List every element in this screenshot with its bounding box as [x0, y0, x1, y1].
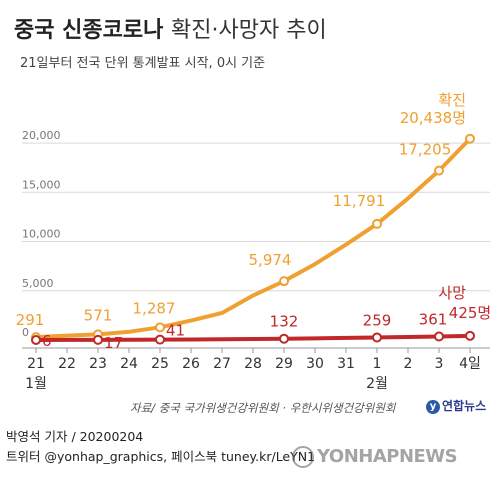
data-point — [434, 331, 444, 342]
x-tick-label: 23 — [89, 356, 107, 372]
data-point — [465, 330, 475, 341]
y-tick-label: 5,000 — [22, 277, 54, 290]
data-label: 5,974 — [249, 251, 292, 269]
x-tick-label: 1 — [373, 356, 382, 372]
title-main: 중국 신종코로나 — [14, 18, 164, 43]
x-tick-label: 25 — [151, 356, 169, 372]
x-tick-label: 24 — [120, 356, 138, 372]
month-label: 1월 — [25, 376, 47, 392]
x-tick-label: 26 — [182, 356, 200, 372]
series-line-confirmed — [34, 136, 472, 340]
data-label: 20,438명 — [400, 109, 466, 127]
month-label: 2월 — [366, 376, 388, 392]
data-label: 17 — [104, 334, 123, 352]
data-label: 6 — [42, 332, 52, 350]
x-tick-label: 22 — [58, 356, 76, 372]
x-tick-label: 27 — [213, 356, 231, 372]
x-tick-label: 28 — [244, 356, 262, 372]
series-line-deaths — [34, 333, 472, 342]
data-label: 425명 — [449, 304, 491, 322]
y-tick-label: 20,000 — [22, 129, 61, 142]
source-note: 자료/ 중국 국가위생건강위원회 · 우한시위생건강위원회 — [130, 401, 396, 415]
watermark-text: YONHAPNEWS — [317, 446, 458, 467]
data-point — [372, 218, 382, 229]
legend-label: 사망 — [438, 284, 466, 302]
x-tick-label: 29 — [275, 356, 293, 372]
data-point — [279, 333, 289, 344]
data-point — [93, 334, 103, 345]
data-label: 1,287 — [133, 299, 176, 317]
page-title: 중국 신종코로나 확진·사망자 추이 — [14, 12, 327, 44]
data-point — [434, 165, 444, 176]
y-axis: 0 5,000 10,000 15,000 20,000 — [22, 129, 61, 339]
legend-label: 확진 — [438, 91, 466, 109]
x-tick-label: 31 — [337, 356, 355, 372]
data-point — [372, 332, 382, 343]
title-sub: 확진·사망자 추이 — [171, 18, 327, 43]
x-tick-label: 3 — [435, 356, 444, 372]
y-tick-label: 0 — [22, 326, 29, 339]
data-point — [279, 276, 289, 287]
x-tick-label: 2 — [404, 356, 413, 372]
data-label: 571 — [84, 306, 113, 324]
data-point — [155, 334, 165, 345]
data-label: 41 — [166, 322, 185, 340]
series — [31, 133, 475, 345]
y-tick-label: 10,000 — [22, 228, 61, 241]
data-label: 132 — [270, 313, 299, 331]
data-label: 11,791 — [333, 192, 386, 210]
x-tick-label: 30 — [306, 356, 324, 372]
data-label: 291 — [16, 311, 45, 329]
data-point — [155, 322, 165, 333]
watermark: YONHAPNEWS — [292, 446, 458, 468]
yonhap-logo-icon: y — [426, 399, 440, 414]
grid — [22, 142, 490, 349]
data-point — [31, 334, 41, 345]
y-tick-label: 15,000 — [22, 178, 61, 191]
data-point — [465, 133, 475, 144]
x-tick-label: 4일 — [459, 356, 481, 372]
data-label: 17,205 — [399, 141, 452, 159]
data-label: 361 — [419, 310, 448, 328]
x-tick-label: 21 — [27, 356, 45, 372]
yonhap-logo-text: 연합뉴스 — [442, 399, 487, 413]
subtitle: 21일부터 전국 단위 통계발표 시작, 0시 기준 — [20, 56, 266, 71]
social-links: 트위터 @yonhap_graphics, 페이스북 tuney.kr/LeYN… — [6, 449, 316, 464]
watermark-icon — [292, 446, 314, 468]
credit-line: 박영석 기자 / 20200204 — [6, 429, 144, 444]
data-label: 259 — [363, 311, 392, 329]
yonhap-logo: y 연합뉴스 — [426, 397, 486, 414]
